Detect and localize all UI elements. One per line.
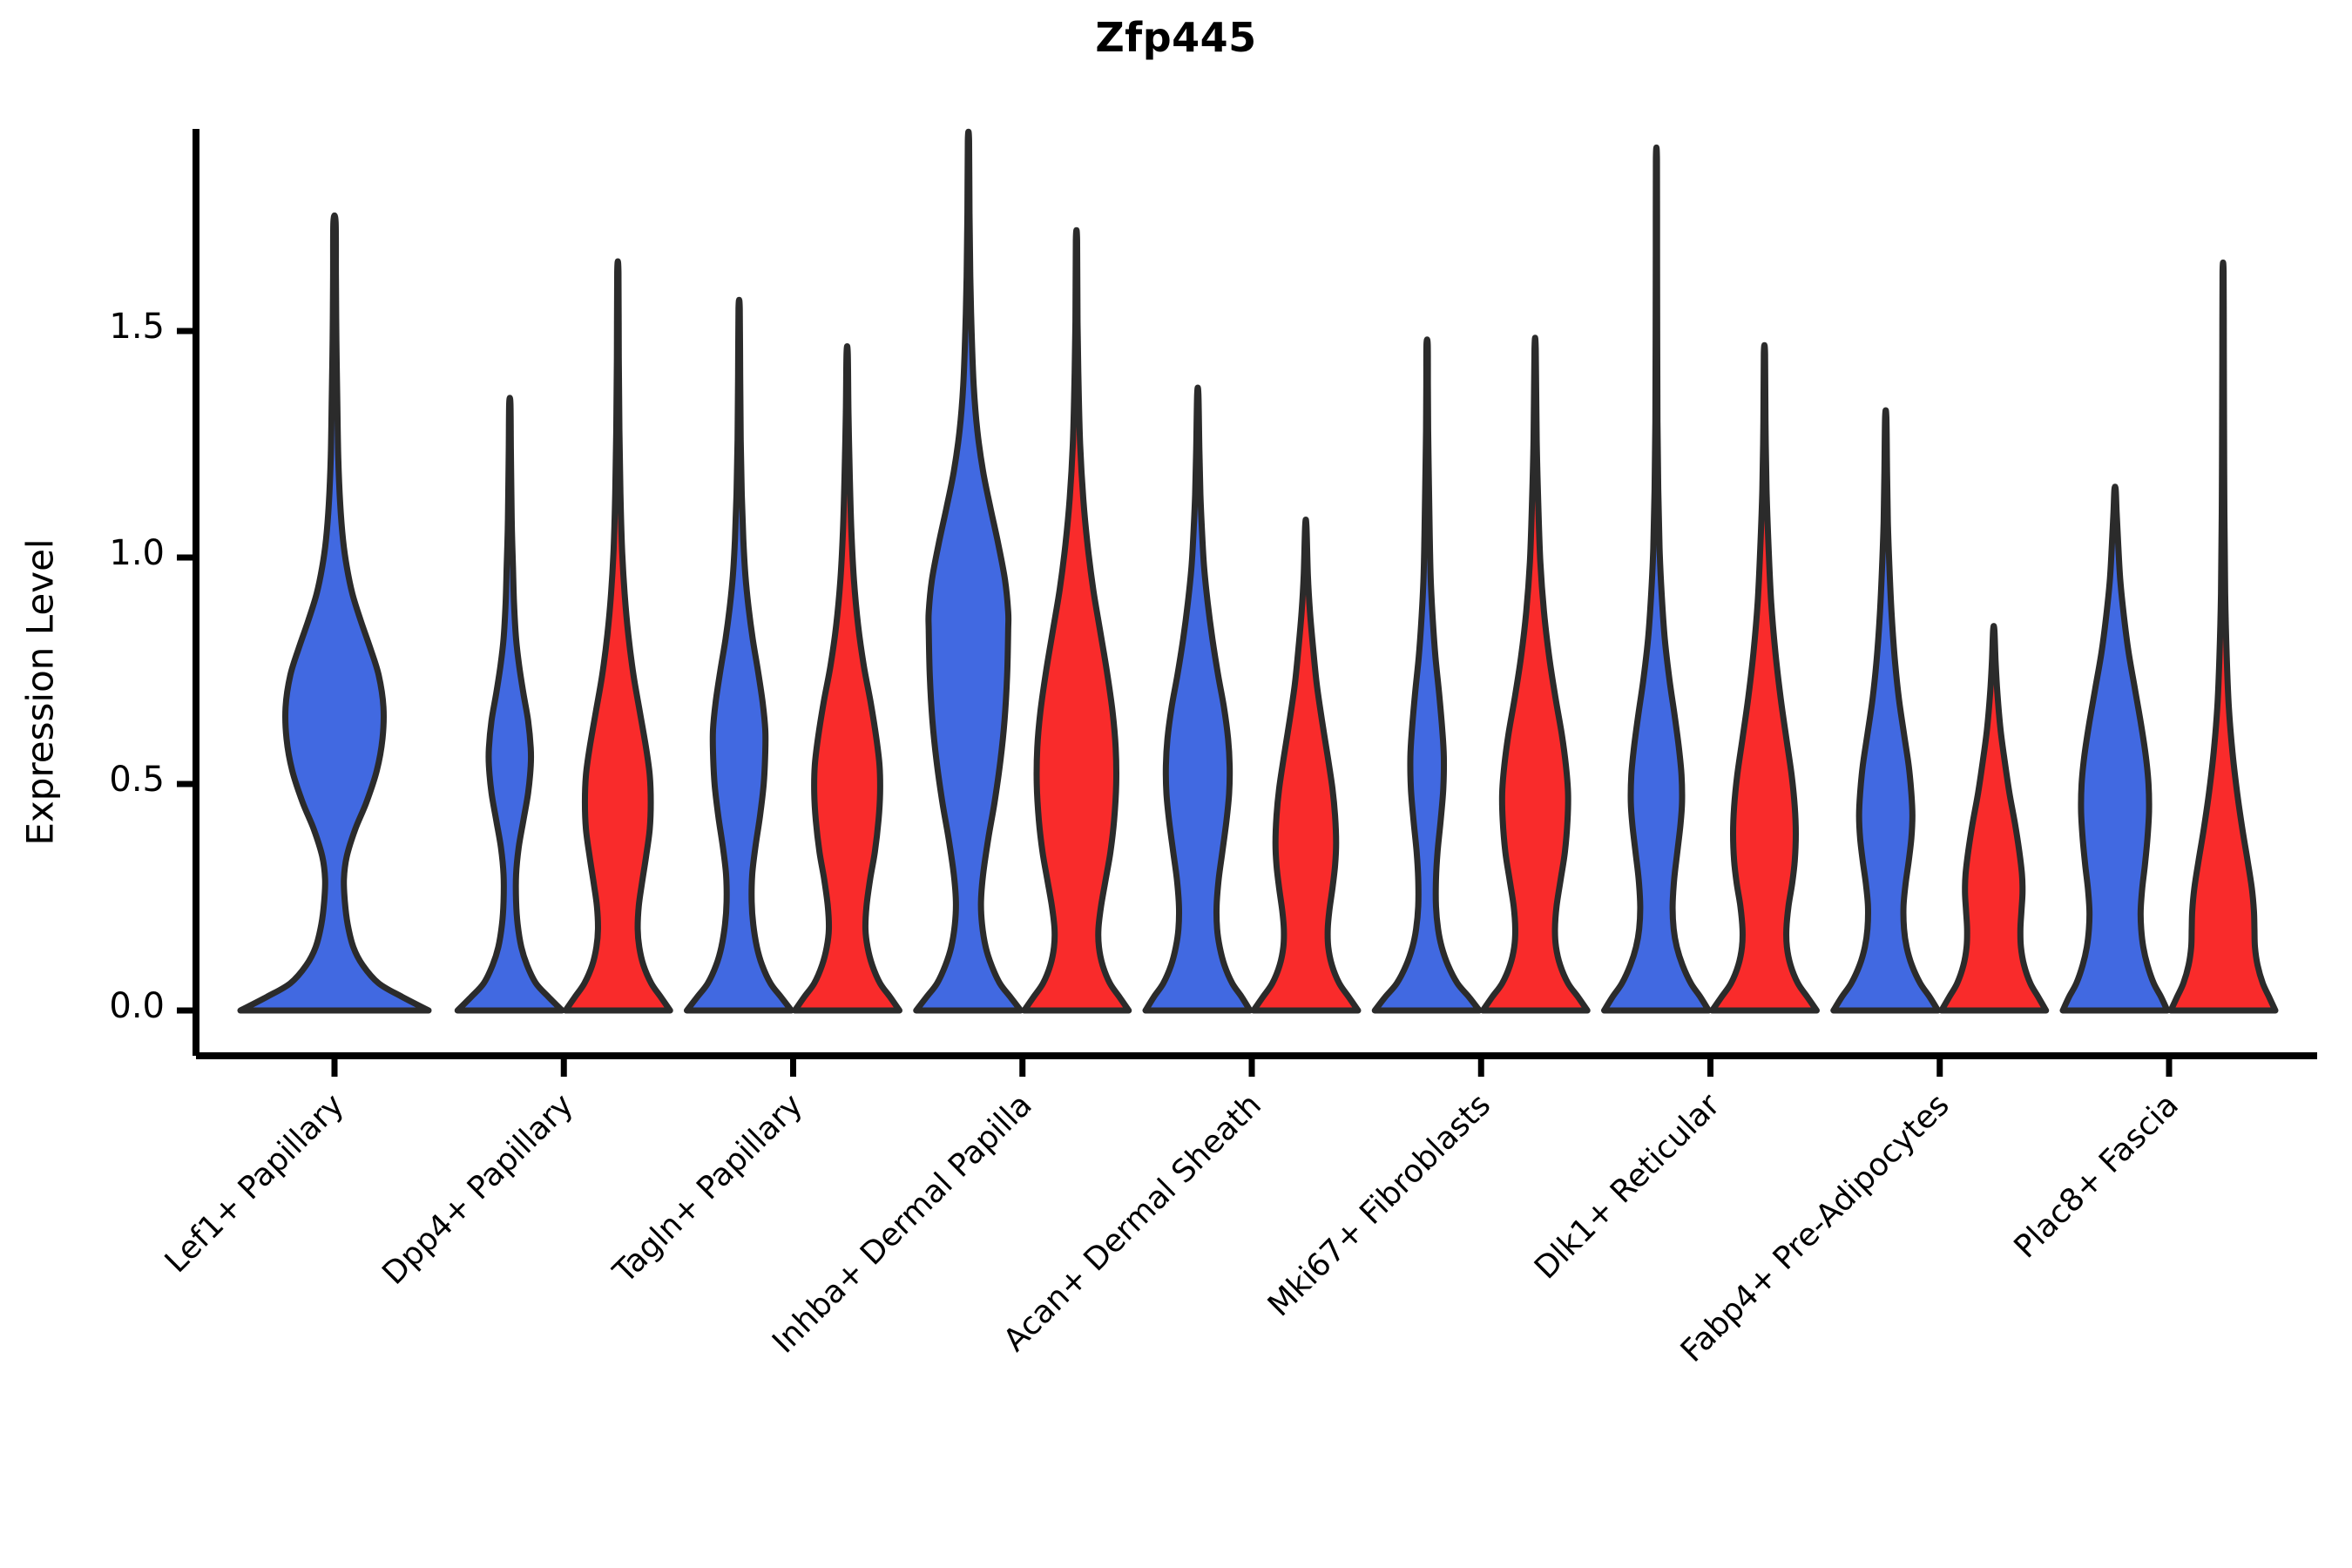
violin-group (2059, 259, 2279, 1014)
violin-group_b (1479, 335, 1591, 1014)
violin-group (1371, 335, 1591, 1014)
y-tick-label: 0.5 (109, 760, 165, 800)
violin-group_b (1021, 226, 1132, 1014)
violin-group_a (237, 212, 432, 1014)
violin-group_b (562, 258, 673, 1014)
violin-group (684, 296, 902, 1014)
violin-group_a (1830, 407, 1942, 1014)
y-axis-label: Expression Level (18, 538, 62, 846)
violin-group (1142, 384, 1362, 1014)
violin-group (913, 128, 1132, 1014)
y-tick-label: 1.5 (109, 307, 165, 347)
y-tick-label: 0.0 (109, 986, 165, 1026)
violin-group_b (1938, 623, 2050, 1014)
violin-group (1601, 144, 1820, 1014)
page-title: Zfp445 (1095, 14, 1257, 61)
violin-group_b (1250, 516, 1362, 1014)
violin-group (1830, 407, 2050, 1014)
violin-group_b (1709, 341, 1820, 1014)
violin-group_a (454, 395, 565, 1014)
violin-group_a (1601, 144, 1712, 1014)
violin-group_a (1371, 336, 1483, 1014)
violin-group (454, 258, 673, 1014)
violin-group_b (792, 343, 902, 1014)
y-tick-label: 1.0 (109, 533, 165, 573)
violin-group_b (2167, 259, 2279, 1014)
violin-group_a (913, 128, 1024, 1014)
violin-group_a (2059, 483, 2171, 1014)
violin-group (237, 212, 432, 1014)
violin-group_a (1142, 384, 1254, 1014)
violin-group_a (684, 296, 794, 1014)
